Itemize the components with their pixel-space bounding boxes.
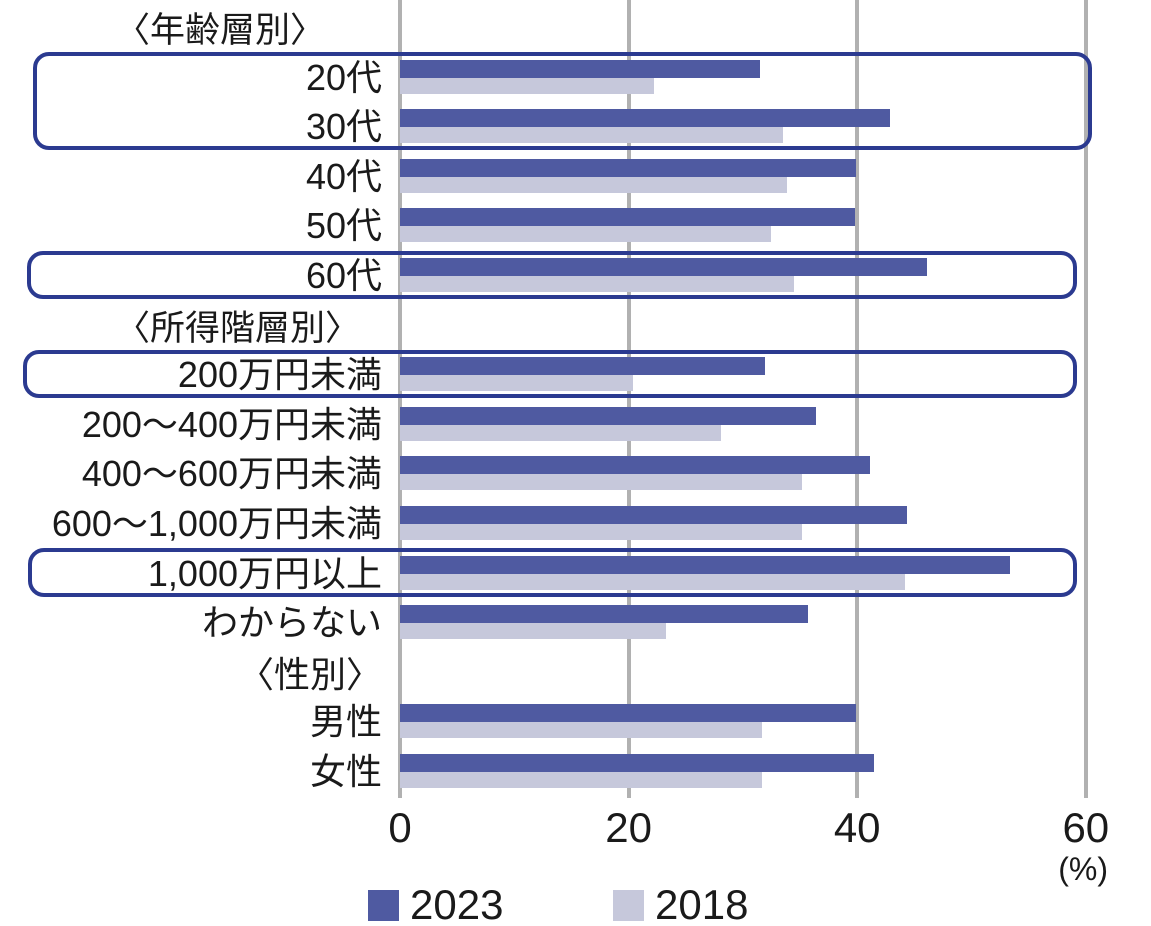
row-label: 200万円未満 (177, 354, 382, 396)
bar-2018 (400, 623, 667, 640)
row-label: 20代 (305, 56, 382, 98)
row-label: 30代 (305, 106, 382, 148)
bar-2023 (400, 704, 857, 723)
gridline (626, 0, 631, 798)
row-label: 女性 (309, 751, 382, 792)
x-tick-label: 60 (1062, 804, 1110, 851)
bar-2023 (400, 754, 875, 772)
bar-2018 (400, 474, 803, 491)
bar-2018 (400, 573, 906, 590)
gridline (1083, 0, 1088, 798)
bar-2023 (400, 456, 870, 475)
x-tick-label: 20 (605, 804, 652, 851)
row-label: 600〜1,000万円未満 (51, 503, 382, 544)
section-header: 〈性別〉 (237, 653, 382, 695)
row-label: 1,000万円以上 (147, 552, 382, 594)
row-label: 60代 (305, 255, 382, 296)
bar-2023 (400, 109, 891, 128)
axis-unit-label: (%) (1058, 851, 1108, 887)
bar-2023 (400, 605, 809, 624)
legend-swatch-2023 (368, 889, 399, 921)
legend-item-2018: 2018 (613, 884, 748, 926)
highlight-box (23, 349, 1077, 399)
row-label: 50代 (305, 205, 382, 247)
bar-2018 (400, 772, 763, 788)
bar-2018 (400, 424, 722, 441)
bar-2023 (400, 406, 817, 425)
x-tick-label: 40 (833, 804, 881, 851)
row-label: 400〜600万円未満 (81, 453, 382, 495)
legend-label-2018: 2018 (655, 881, 749, 926)
x-tick-label: 0 (388, 804, 412, 851)
row-label: わからない (201, 602, 382, 644)
legend-swatch-2018 (613, 889, 644, 921)
bar-2023 (400, 555, 1011, 574)
bar-2023 (400, 208, 855, 227)
bar-2023 (400, 357, 765, 376)
section-header: 〈年齢層別〉 (115, 11, 326, 50)
row-label: 40代 (305, 155, 382, 197)
bar-2018 (400, 127, 783, 144)
row-label: 男性 (309, 701, 382, 743)
highlight-box (27, 250, 1077, 299)
legend-label-2023: 2023 (410, 881, 504, 926)
section-header: 〈所得階層別〉 (115, 308, 361, 348)
gridline (855, 0, 860, 798)
bar-2023 (400, 258, 927, 276)
bar-2018 (400, 226, 772, 243)
highlight-box (28, 548, 1077, 597)
row-label: 200〜400万円未満 (81, 403, 382, 445)
bar-2018 (400, 77, 654, 94)
bar-2018 (400, 176, 788, 193)
highlight-box (33, 52, 1092, 151)
bar-2023 (400, 59, 761, 78)
gridline (398, 0, 402, 798)
bar-2018 (400, 722, 763, 739)
bar-2018 (400, 276, 795, 292)
bar-2023 (400, 158, 857, 177)
bar-2018 (400, 524, 803, 540)
bar-2018 (400, 375, 634, 392)
bar-2023 (400, 506, 908, 524)
legend-item-2023: 2023 (368, 884, 503, 926)
